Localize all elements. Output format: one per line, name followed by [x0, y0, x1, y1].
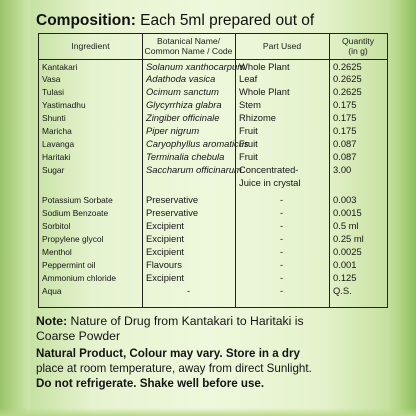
- botanical-cell: Caryophyllus aromaticus: [146, 138, 249, 149]
- part-used-cell: -: [280, 259, 284, 270]
- quantity-cell: 0.001: [333, 259, 357, 270]
- label-background: [26, 0, 392, 416]
- quantity-cell: 0.003: [333, 194, 357, 205]
- quantity-cell: 0.175: [333, 125, 357, 136]
- quantity-cell: 0.0025: [333, 246, 362, 257]
- botanical-cell: -: [187, 285, 191, 296]
- bottle-shading: [0, 408, 416, 416]
- ingredient-cell: Tulasi: [42, 87, 65, 97]
- storage-line: place at room temperature, away from dir…: [36, 362, 312, 375]
- ingredient-cell: Propylene glycol: [42, 234, 104, 244]
- quantity-cell: 0.2625: [333, 61, 362, 72]
- label-document: Composition: Each 5ml prepared out of In…: [34, 0, 390, 416]
- column-divider: [329, 34, 330, 307]
- part-used-cell: -: [280, 233, 284, 244]
- bottle-edge-left: [0, 0, 30, 416]
- botanical-cell: Excipient: [146, 220, 185, 231]
- composition-table: Ingredient Botanical Name/ Common Name /…: [38, 33, 388, 308]
- ingredient-cell: Aqua: [42, 286, 62, 296]
- ingredient-cell: Yastimadhu: [42, 100, 86, 110]
- ingredient-cell: Ammonium chloride: [42, 273, 117, 283]
- botanical-cell: Adathoda vasica: [146, 73, 216, 84]
- part-used-cell: Fruit: [239, 151, 258, 162]
- header-part: Part Used: [262, 40, 302, 51]
- quantity-cell: 0.087: [333, 151, 357, 162]
- ingredient-cell: Vasa: [42, 74, 61, 84]
- quantity-cell: 0.2625: [333, 73, 362, 84]
- part-used-cell: Leaf: [239, 73, 258, 84]
- botanical-cell: Solanum xanthocarpum: [146, 61, 246, 72]
- part-used-cell: Fruit: [239, 125, 258, 136]
- quantity-cell: 0.125: [333, 272, 357, 283]
- composition-label: Composition:: [36, 12, 136, 29]
- ingredient-cell: Shunti: [42, 113, 66, 123]
- ingredient-cell: Peppermint oil: [42, 260, 96, 270]
- ingredient-cell: Sorbitol: [42, 221, 71, 231]
- quantity-cell: 0.5 ml: [333, 220, 359, 231]
- botanical-cell: Ocimum sanctum: [146, 86, 219, 97]
- botanical-cell: Flavours: [146, 259, 182, 270]
- quantity-cell: 0.2625: [333, 86, 362, 97]
- part-used-cell: Concentrated-: [239, 164, 299, 175]
- botanical-cell: Glycyrrhiza glabra: [146, 99, 222, 110]
- part-used-cell: -: [280, 220, 284, 231]
- composition-text: Each 5ml prepared out of: [135, 12, 315, 29]
- part-used-cell: Whole Plant: [239, 86, 290, 97]
- note-text: Nature of Drug from Kantakari to Haritak…: [67, 314, 304, 328]
- ingredient-cell: Potassium Sorbate: [42, 195, 113, 205]
- part-used-cell: Stem: [239, 99, 261, 110]
- ingredient-cell: Maricha: [42, 126, 72, 136]
- column-divider: [142, 34, 143, 307]
- ingredient-cell: Lavanga: [42, 139, 75, 149]
- quantity-cell: 0.25 ml: [333, 233, 364, 244]
- botanical-cell: Saccharum officinarum: [146, 164, 242, 175]
- storage-line: Natural Product, Colour may vary. Store …: [36, 347, 300, 360]
- botanical-cell: Preservative: [146, 207, 199, 218]
- bottle-edge-right: [386, 0, 416, 416]
- botanical-cell: Excipient: [146, 272, 185, 283]
- quantity-cell: 0.087: [333, 138, 357, 149]
- quantity-cell: 0.175: [333, 99, 357, 110]
- botanical-cell: Excipient: [146, 233, 185, 244]
- ingredient-cell: Kantakari: [42, 62, 78, 72]
- part-used-cell: -: [280, 272, 284, 283]
- part-used-cell: Juice in crystal: [239, 177, 301, 188]
- botanical-cell: Excipient: [146, 246, 185, 257]
- column-divider: [235, 34, 236, 307]
- ingredient-cell: Haritaki: [42, 152, 71, 162]
- botanical-cell: Preservative: [146, 194, 199, 205]
- quantity-cell: 0.175: [333, 112, 357, 123]
- header-divider: [39, 59, 387, 60]
- part-used-cell: -: [280, 207, 284, 218]
- note-text-continued: Coarse Powder: [36, 329, 120, 343]
- header-quantity: Quantity (in g): [341, 36, 374, 56]
- header-ingredient: Ingredient: [71, 40, 110, 51]
- storage-warning: Do not refrigerate. Shake well before us…: [36, 377, 265, 390]
- note-block: Note: Nature of Drug from Kantakari to H…: [36, 314, 388, 344]
- header-botanical: Botanical Name/ Common Name / Code: [144, 36, 233, 56]
- quantity-cell: Q.S.: [333, 285, 352, 296]
- composition-heading: Composition: Each 5ml prepared out of: [36, 12, 314, 30]
- botanical-cell: Zingiber officinale: [146, 112, 220, 123]
- ingredient-cell: Sodium Benzoate: [42, 208, 109, 218]
- part-used-cell: -: [280, 246, 284, 257]
- botanical-cell: Terminalia chebula: [146, 151, 225, 162]
- quantity-cell: 3.00: [333, 164, 352, 175]
- ingredient-cell: Menthol: [42, 247, 72, 257]
- part-used-cell: Rhizome: [239, 112, 276, 123]
- ingredient-cell: Sugar: [42, 165, 65, 175]
- part-used-cell: Fruit: [239, 138, 258, 149]
- part-used-cell: -: [280, 285, 284, 296]
- botanical-cell: Piper nigrum: [146, 125, 200, 136]
- part-used-cell: -: [280, 194, 284, 205]
- quantity-cell: 0.0015: [333, 207, 362, 218]
- storage-instructions: Natural Product, Colour may vary. Store …: [36, 346, 388, 391]
- note-label: Note:: [36, 314, 68, 328]
- part-used-cell: Whole Plant: [239, 61, 290, 72]
